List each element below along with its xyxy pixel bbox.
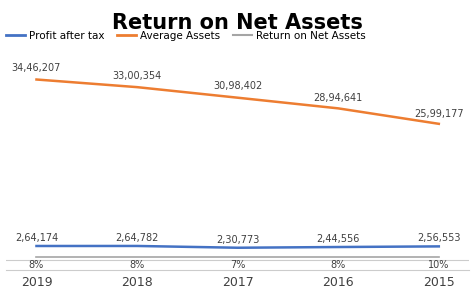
Text: 8%: 8%: [129, 260, 145, 270]
Text: 2,64,782: 2,64,782: [115, 233, 159, 243]
Text: 25,99,177: 25,99,177: [414, 109, 464, 119]
Legend: Profit after tax, Average Assets, Return on Net Assets: Profit after tax, Average Assets, Return…: [2, 27, 370, 45]
Text: 28,94,641: 28,94,641: [314, 93, 363, 103]
Text: 2,64,174: 2,64,174: [15, 233, 58, 243]
Text: 8%: 8%: [330, 260, 346, 270]
Text: 8%: 8%: [29, 260, 44, 270]
Text: 2,56,553: 2,56,553: [417, 233, 461, 243]
Text: 7%: 7%: [230, 260, 246, 270]
Text: 30,98,402: 30,98,402: [213, 81, 262, 91]
Text: 10%: 10%: [428, 260, 449, 270]
Text: 34,46,207: 34,46,207: [12, 63, 61, 73]
Title: Return on Net Assets: Return on Net Assets: [112, 13, 363, 33]
Text: 2,44,556: 2,44,556: [317, 234, 360, 244]
Text: 33,00,354: 33,00,354: [112, 71, 162, 81]
Text: 2,30,773: 2,30,773: [216, 235, 259, 245]
